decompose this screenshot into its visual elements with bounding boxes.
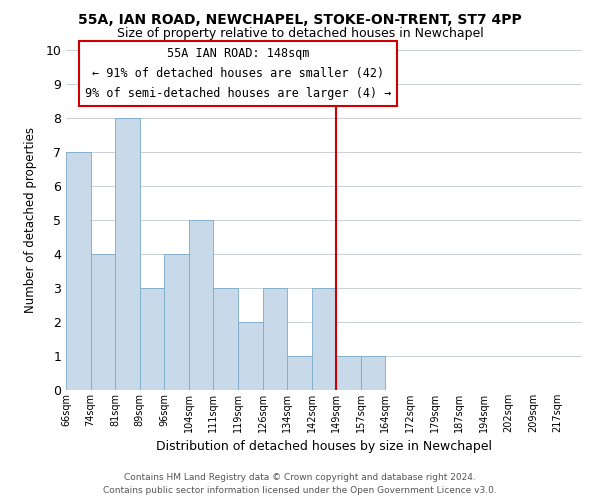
Bar	[336, 356, 361, 390]
Bar	[361, 356, 385, 390]
X-axis label: Distribution of detached houses by size in Newchapel: Distribution of detached houses by size …	[156, 440, 492, 454]
Bar	[263, 288, 287, 390]
Bar	[91, 254, 115, 390]
Bar	[66, 152, 91, 390]
Bar	[140, 288, 164, 390]
Bar	[115, 118, 140, 390]
Bar	[164, 254, 189, 390]
Text: 55A IAN ROAD: 148sqm
← 91% of detached houses are smaller (42)
9% of semi-detach: 55A IAN ROAD: 148sqm ← 91% of detached h…	[85, 48, 391, 100]
Bar	[287, 356, 312, 390]
Bar	[214, 288, 238, 390]
Bar	[312, 288, 336, 390]
Text: 55A, IAN ROAD, NEWCHAPEL, STOKE-ON-TRENT, ST7 4PP: 55A, IAN ROAD, NEWCHAPEL, STOKE-ON-TRENT…	[78, 12, 522, 26]
Text: Size of property relative to detached houses in Newchapel: Size of property relative to detached ho…	[116, 28, 484, 40]
Bar	[238, 322, 263, 390]
Bar	[189, 220, 214, 390]
Y-axis label: Number of detached properties: Number of detached properties	[24, 127, 37, 313]
Text: Contains HM Land Registry data © Crown copyright and database right 2024.
Contai: Contains HM Land Registry data © Crown c…	[103, 474, 497, 495]
